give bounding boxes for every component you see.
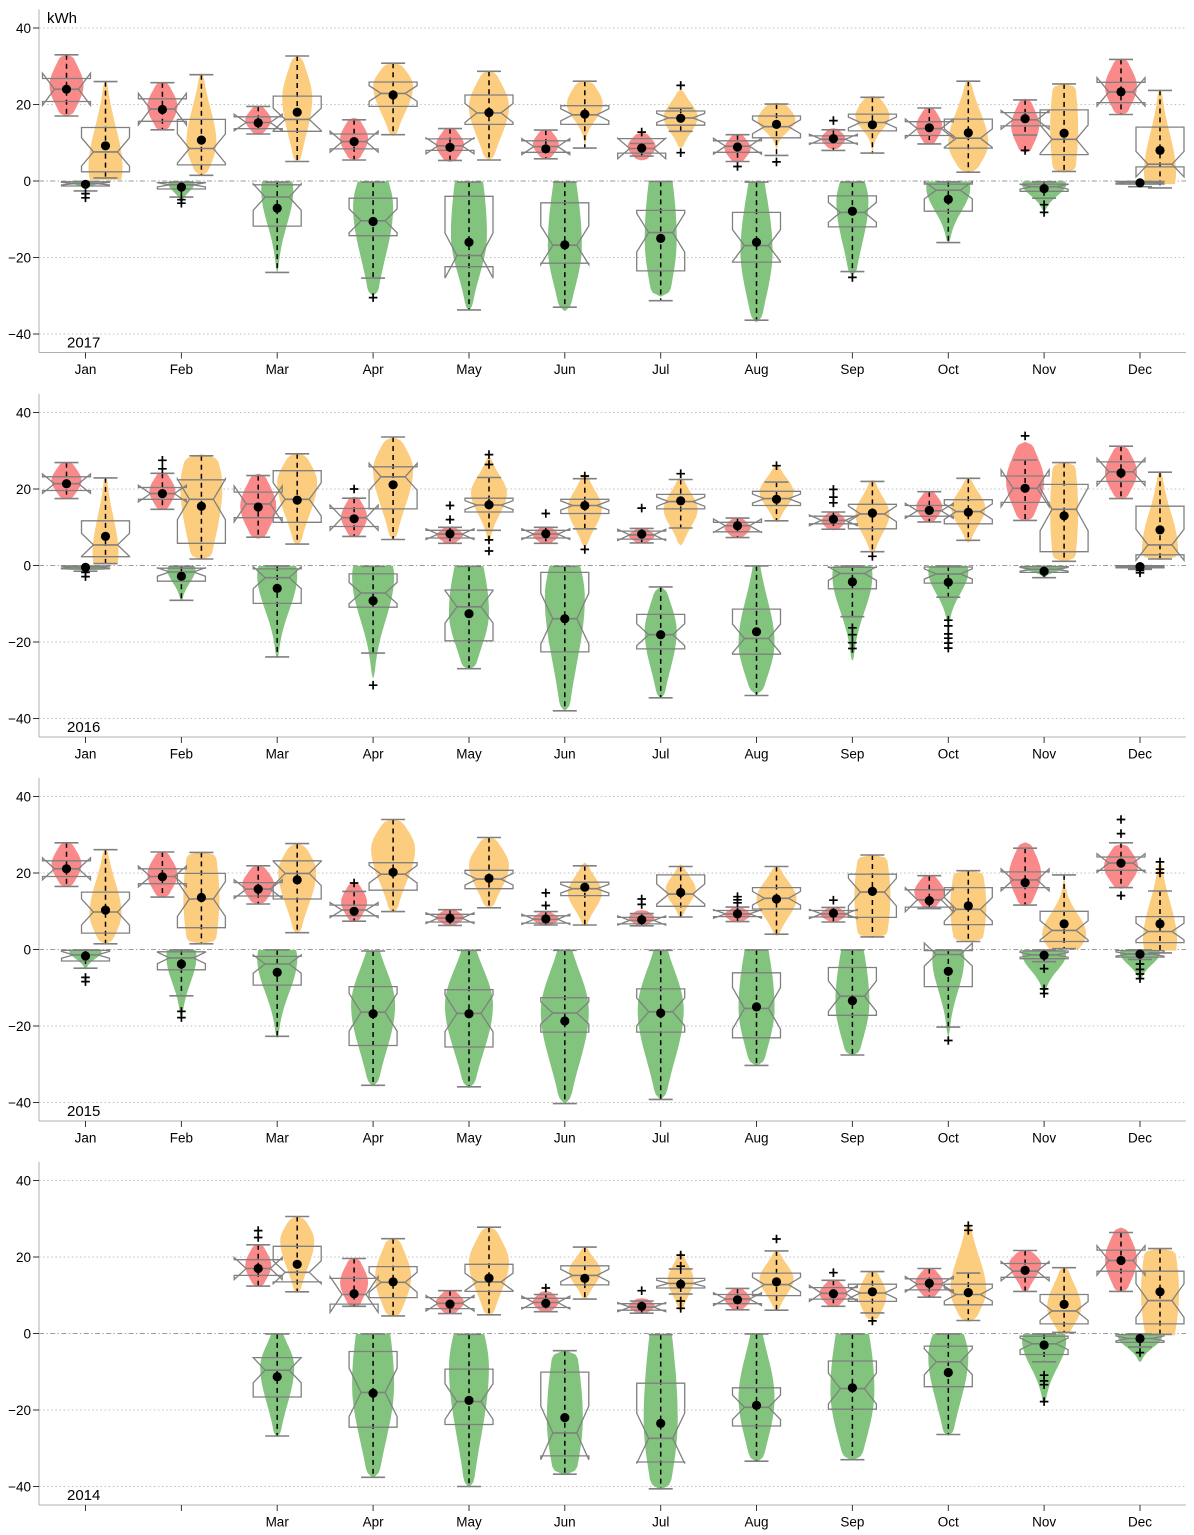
svg-text:Mar: Mar [266, 1131, 290, 1146]
svg-text:Sep: Sep [840, 362, 864, 377]
svg-text:Feb: Feb [170, 747, 193, 762]
svg-text:Sep: Sep [840, 747, 864, 762]
svg-text:Oct: Oct [938, 747, 959, 762]
svg-text:Jan: Jan [75, 362, 97, 377]
svg-text:Jun: Jun [554, 1131, 576, 1146]
svg-text:May: May [456, 1515, 482, 1530]
svg-text:2015: 2015 [67, 1103, 100, 1120]
svg-text:2017: 2017 [67, 335, 100, 352]
svg-text:May: May [456, 362, 482, 377]
svg-text:Jun: Jun [554, 362, 576, 377]
svg-text:Jun: Jun [554, 1515, 576, 1530]
svg-text:Nov: Nov [1032, 1131, 1056, 1146]
svg-text:Jul: Jul [652, 747, 669, 762]
svg-text:−40: −40 [8, 327, 31, 342]
svg-text:Apr: Apr [363, 1131, 385, 1146]
svg-text:Nov: Nov [1032, 747, 1056, 762]
svg-text:kWh: kWh [47, 10, 77, 27]
svg-text:Jul: Jul [652, 362, 669, 377]
svg-text:May: May [456, 1131, 482, 1146]
svg-text:Dec: Dec [1128, 362, 1152, 377]
svg-text:Nov: Nov [1032, 362, 1056, 377]
svg-text:Dec: Dec [1128, 747, 1152, 762]
svg-text:20: 20 [16, 482, 31, 497]
svg-text:40: 40 [16, 405, 31, 420]
svg-text:Apr: Apr [363, 362, 385, 377]
svg-text:0: 0 [23, 174, 31, 189]
svg-text:Mar: Mar [266, 747, 290, 762]
svg-text:20: 20 [16, 1250, 31, 1265]
svg-text:−20: −20 [8, 635, 31, 650]
svg-text:May: May [456, 747, 482, 762]
svg-text:2014: 2014 [67, 1487, 100, 1504]
svg-text:40: 40 [16, 789, 31, 804]
svg-text:Oct: Oct [938, 362, 959, 377]
svg-text:Jan: Jan [75, 747, 97, 762]
svg-text:20: 20 [16, 97, 31, 112]
svg-text:20: 20 [16, 866, 31, 881]
svg-text:Feb: Feb [170, 362, 193, 377]
svg-text:Mar: Mar [266, 362, 290, 377]
svg-text:−40: −40 [8, 1095, 31, 1110]
svg-text:Jun: Jun [554, 747, 576, 762]
svg-text:Nov: Nov [1032, 1515, 1056, 1530]
svg-text:Jul: Jul [652, 1131, 669, 1146]
svg-text:−20: −20 [8, 1019, 31, 1034]
svg-text:Dec: Dec [1128, 1131, 1152, 1146]
svg-text:0: 0 [23, 1326, 31, 1341]
svg-text:40: 40 [16, 21, 31, 36]
svg-text:Aug: Aug [744, 747, 768, 762]
svg-text:Aug: Aug [744, 1131, 768, 1146]
svg-text:Aug: Aug [744, 362, 768, 377]
svg-text:−40: −40 [8, 711, 31, 726]
svg-text:Sep: Sep [840, 1515, 864, 1530]
svg-text:Mar: Mar [266, 1515, 290, 1530]
svg-text:Oct: Oct [938, 1515, 959, 1530]
svg-text:Jan: Jan [75, 1131, 97, 1146]
svg-text:0: 0 [23, 942, 31, 957]
svg-text:40: 40 [16, 1173, 31, 1188]
svg-text:2016: 2016 [67, 719, 100, 736]
svg-text:Apr: Apr [363, 1515, 385, 1530]
svg-text:Feb: Feb [170, 1131, 193, 1146]
svg-text:Dec: Dec [1128, 1515, 1152, 1530]
svg-text:0: 0 [23, 558, 31, 573]
svg-text:−20: −20 [8, 250, 31, 265]
svg-text:Sep: Sep [840, 1131, 864, 1146]
svg-text:Oct: Oct [938, 1131, 959, 1146]
svg-text:Aug: Aug [744, 1515, 768, 1530]
svg-text:−20: −20 [8, 1403, 31, 1418]
svg-text:−40: −40 [8, 1479, 31, 1494]
svg-text:Apr: Apr [363, 747, 385, 762]
svg-text:Jul: Jul [652, 1515, 669, 1530]
